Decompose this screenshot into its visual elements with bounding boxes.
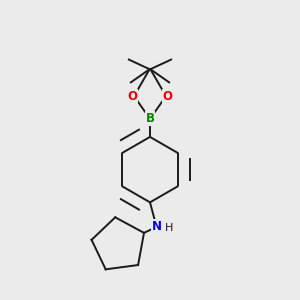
Text: H: H <box>165 223 173 233</box>
Text: B: B <box>146 112 154 125</box>
Text: O: O <box>128 90 137 103</box>
Text: O: O <box>163 90 172 103</box>
Text: N: N <box>152 220 161 233</box>
